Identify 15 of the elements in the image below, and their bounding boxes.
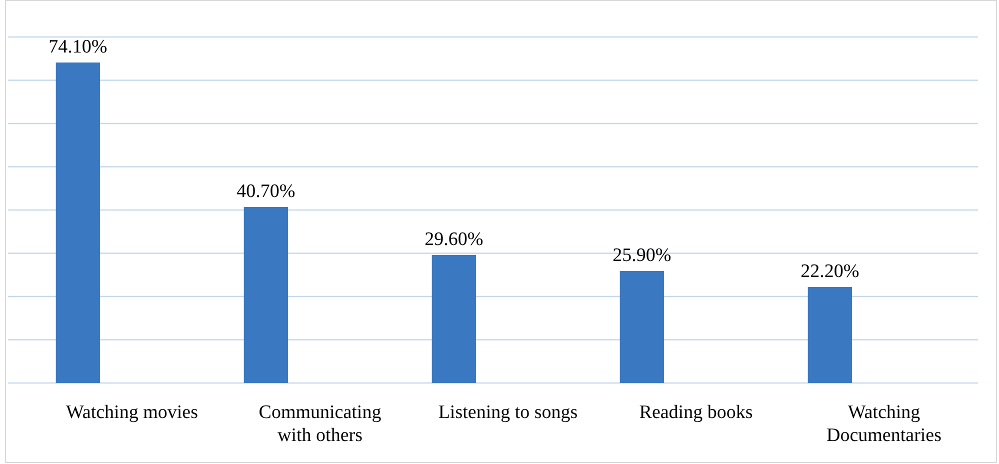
data-label: 74.10% xyxy=(48,36,108,58)
x-tick-label: Communicating with others xyxy=(258,402,382,446)
bar xyxy=(56,62,100,383)
bar xyxy=(244,206,288,383)
data-label: 25.90% xyxy=(612,244,672,266)
x-tick-label: Watching movies xyxy=(66,402,198,423)
data-label: 40.70% xyxy=(236,180,296,202)
x-tick-label: Listening to songs xyxy=(438,402,578,423)
bar xyxy=(620,270,664,383)
x-tick-label: Watching Documentaries xyxy=(826,402,942,446)
bar xyxy=(808,286,852,383)
data-label: 22.20% xyxy=(800,260,860,282)
data-label: 29.60% xyxy=(424,228,484,250)
x-tick-label: Reading books xyxy=(639,402,753,423)
bar xyxy=(432,254,476,383)
